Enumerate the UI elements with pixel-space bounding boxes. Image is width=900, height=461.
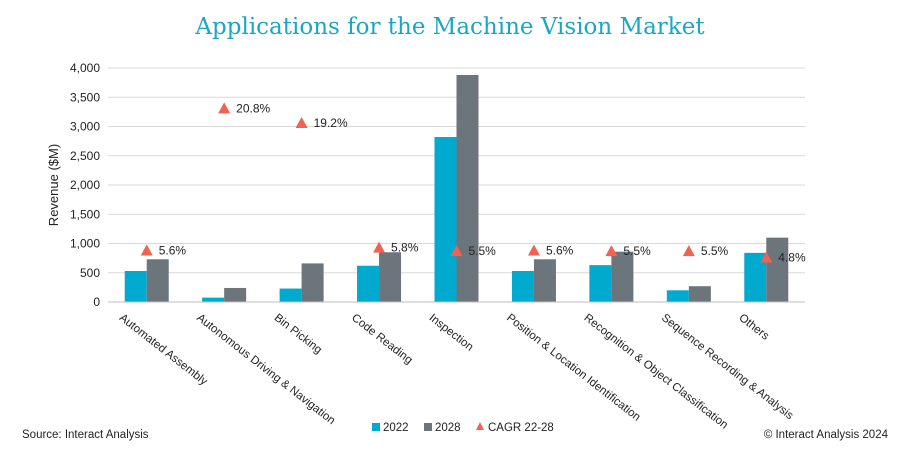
bar-2028 xyxy=(224,287,247,302)
cagr-label: 5.5% xyxy=(623,244,651,258)
y-tick-label: 500 xyxy=(80,266,100,280)
x-tick-label: Code Reading xyxy=(349,312,414,367)
copyright-note: © Interact Analysis 2024 xyxy=(763,429,888,441)
bar-2028 xyxy=(456,75,479,303)
bar-2028 xyxy=(766,237,789,302)
bar-2022 xyxy=(434,137,457,302)
y-tick-label: 1,000 xyxy=(70,237,100,251)
bar-2028 xyxy=(533,259,556,302)
legend-label-2028: 2028 xyxy=(435,422,461,434)
cagr-marker xyxy=(682,245,695,257)
bar-2028 xyxy=(146,259,169,302)
x-tick-label: Recognition & Object Classification xyxy=(582,312,730,432)
legend: 2022 2028 CAGR 22-28 xyxy=(372,422,554,434)
cagr-marker xyxy=(450,245,463,257)
y-tick-label: 4,000 xyxy=(70,61,100,75)
y-tick-label: 0 xyxy=(93,295,100,309)
cagr-marker xyxy=(295,116,308,128)
bar-2022 xyxy=(666,290,689,302)
bar-2022 xyxy=(744,252,767,302)
cagr-label: 5.5% xyxy=(701,244,729,258)
legend-swatch-2028 xyxy=(424,423,432,431)
cagr-label: 20.8% xyxy=(236,101,270,115)
y-tick-label: 2,500 xyxy=(70,149,100,163)
cagr-label: 5.5% xyxy=(469,244,497,258)
cagr-marker xyxy=(605,245,618,257)
bar-2022 xyxy=(357,265,380,302)
y-tick-label: 3,000 xyxy=(70,120,100,134)
y-tick-label: 1,500 xyxy=(70,207,100,221)
cagr-marker xyxy=(760,251,773,263)
bar-2022 xyxy=(589,265,612,302)
cagr-label: 5.6% xyxy=(546,244,574,258)
y-tick-label: 2,000 xyxy=(70,178,100,192)
y-axis-title: Revenue ($M) xyxy=(46,144,61,226)
x-tick-label: Sequence Recording & Analysis xyxy=(659,312,796,422)
bar-2028 xyxy=(379,252,402,302)
cagr-marker xyxy=(140,244,153,256)
cagr-markers: 5.6% 20.8% 19.2% 5.8% 5.5% 5.6% 5.5% 5.5% 4.8% xyxy=(140,101,806,265)
legend-swatch-2022 xyxy=(372,423,380,431)
x-tick-label: Bin Picking xyxy=(272,312,324,356)
cagr-marker xyxy=(527,244,540,256)
bar-2022 xyxy=(279,288,302,302)
bar-2028 xyxy=(688,286,711,302)
x-tick-label: Others xyxy=(736,312,771,343)
source-note: Source: Interact Analysis xyxy=(22,429,149,441)
cagr-label: 4.8% xyxy=(778,251,806,265)
bars xyxy=(124,75,789,303)
x-tick-label: Automated Assembly xyxy=(117,312,210,388)
cagr-marker xyxy=(218,102,231,114)
x-tick-label: Inspection xyxy=(427,312,476,354)
y-tick-label: 3,500 xyxy=(70,90,100,104)
cagr-label: 5.8% xyxy=(391,241,419,255)
legend-label-cagr: CAGR 22-28 xyxy=(488,422,554,434)
cagr-label: 5.6% xyxy=(159,244,187,258)
bar-2022 xyxy=(202,297,225,302)
bar-2022 xyxy=(124,270,147,302)
legend-label-2022: 2022 xyxy=(383,422,409,434)
bar-2028 xyxy=(611,251,634,302)
chart-title: Applications for the Machine Vision Mark… xyxy=(195,14,705,40)
cagr-marker xyxy=(373,241,386,253)
bar-2028 xyxy=(301,263,324,302)
x-tick-label: Autonomous Driving & Navigation xyxy=(194,312,337,427)
bar-2022 xyxy=(511,270,534,302)
legend-swatch-cagr xyxy=(476,422,484,430)
x-tick-label: Position & Location Identification xyxy=(504,312,642,424)
cagr-label: 19.2% xyxy=(314,116,348,130)
